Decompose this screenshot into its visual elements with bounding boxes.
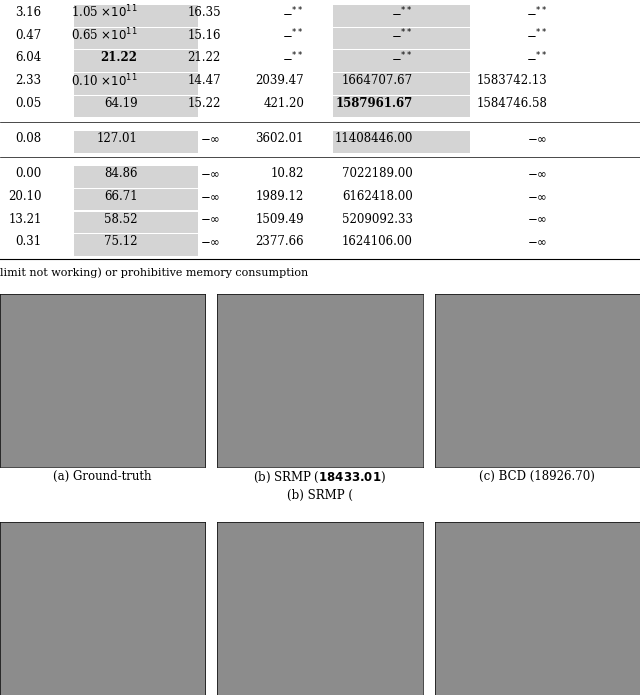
- Text: 15.16: 15.16: [188, 28, 221, 42]
- Text: limit not working) or prohibitive memory consumption: limit not working) or prohibitive memory…: [0, 267, 308, 278]
- Text: 421.20: 421.20: [263, 97, 304, 110]
- Text: $-\infty$: $-\infty$: [527, 132, 547, 145]
- Text: 1587961.67: 1587961.67: [335, 97, 413, 110]
- Text: $-^{**}$: $-^{**}$: [391, 28, 413, 42]
- Text: 75.12: 75.12: [104, 236, 138, 248]
- Text: 6162418.00: 6162418.00: [342, 190, 413, 203]
- X-axis label: (b) SRMP ($\mathbf{18433.01}$): (b) SRMP ($\mathbf{18433.01}$): [253, 470, 387, 484]
- Text: $-^{**}$: $-^{**}$: [282, 28, 304, 42]
- Text: $-\infty$: $-\infty$: [200, 213, 221, 226]
- Text: 5209092.33: 5209092.33: [342, 213, 413, 226]
- Text: 10.82: 10.82: [271, 167, 304, 180]
- X-axis label: (a) Ground-truth: (a) Ground-truth: [53, 470, 152, 482]
- Text: 7022189.00: 7022189.00: [342, 167, 413, 180]
- Text: 58.52: 58.52: [104, 213, 138, 226]
- Text: 0.00: 0.00: [15, 167, 42, 180]
- Bar: [74, 96, 198, 117]
- Text: 0.10 $\times 10^{11}$: 0.10 $\times 10^{11}$: [71, 72, 138, 89]
- Text: 1583742.13: 1583742.13: [476, 74, 547, 87]
- Text: 1989.12: 1989.12: [256, 190, 304, 203]
- Text: 66.71: 66.71: [104, 190, 138, 203]
- Text: 1624106.00: 1624106.00: [342, 236, 413, 248]
- Text: $-\infty$: $-\infty$: [200, 132, 221, 145]
- Text: 13.21: 13.21: [8, 213, 42, 226]
- Bar: [333, 51, 470, 72]
- Text: 20.10: 20.10: [8, 190, 42, 203]
- Text: $-\infty$: $-\infty$: [200, 167, 221, 180]
- Text: 0.31: 0.31: [15, 236, 42, 248]
- Bar: [74, 234, 198, 256]
- Text: 15.22: 15.22: [188, 97, 221, 110]
- Text: 1664707.67: 1664707.67: [342, 74, 413, 87]
- Text: $-\infty$: $-\infty$: [527, 236, 547, 248]
- Text: $-\infty$: $-\infty$: [527, 213, 547, 226]
- Text: 1584746.58: 1584746.58: [476, 97, 547, 110]
- Text: 0.05: 0.05: [15, 97, 42, 110]
- Text: (b) SRMP (: (b) SRMP (: [287, 489, 353, 502]
- Text: 6.04: 6.04: [15, 51, 42, 65]
- Text: 3602.01: 3602.01: [255, 132, 304, 145]
- Text: 1509.49: 1509.49: [255, 213, 304, 226]
- Text: 16.35: 16.35: [187, 6, 221, 19]
- Bar: [333, 28, 470, 49]
- Text: 127.01: 127.01: [97, 132, 138, 145]
- Bar: [74, 5, 198, 26]
- Text: $-^{**}$: $-^{**}$: [391, 51, 413, 65]
- Text: 2039.47: 2039.47: [255, 74, 304, 87]
- Bar: [74, 189, 198, 211]
- Text: 84.86: 84.86: [104, 167, 138, 180]
- Text: 64.19: 64.19: [104, 97, 138, 110]
- Bar: [74, 211, 198, 233]
- Bar: [74, 28, 198, 49]
- Bar: [74, 131, 198, 153]
- Text: $-^{**}$: $-^{**}$: [525, 51, 547, 65]
- Text: $-\infty$: $-\infty$: [200, 190, 221, 203]
- Text: $-^{**}$: $-^{**}$: [282, 6, 304, 19]
- Bar: [333, 73, 470, 95]
- Bar: [74, 166, 198, 188]
- Text: 0.65 $\times 10^{11}$: 0.65 $\times 10^{11}$: [71, 27, 138, 44]
- Text: $-\infty$: $-\infty$: [527, 190, 547, 203]
- Text: 3.16: 3.16: [15, 6, 42, 19]
- X-axis label: (c) BCD (18926.70): (c) BCD (18926.70): [479, 470, 595, 482]
- Bar: [333, 131, 470, 153]
- Text: 0.08: 0.08: [15, 132, 42, 145]
- Bar: [333, 5, 470, 26]
- Text: 21.22: 21.22: [188, 51, 221, 65]
- Bar: [74, 73, 198, 95]
- Text: 0.47: 0.47: [15, 28, 42, 42]
- Text: 14.47: 14.47: [187, 74, 221, 87]
- Text: $-^{**}$: $-^{**}$: [525, 6, 547, 19]
- Text: $-\infty$: $-\infty$: [200, 236, 221, 248]
- Bar: [333, 96, 470, 117]
- Text: 2.33: 2.33: [15, 74, 42, 87]
- Bar: [74, 51, 198, 72]
- Text: 21.22: 21.22: [100, 51, 138, 65]
- Text: $-^{**}$: $-^{**}$: [282, 51, 304, 65]
- Text: $-^{**}$: $-^{**}$: [391, 6, 413, 19]
- Text: $-^{**}$: $-^{**}$: [525, 28, 547, 42]
- Text: 11408446.00: 11408446.00: [335, 132, 413, 145]
- Text: 2377.66: 2377.66: [255, 236, 304, 248]
- Text: 1.05 $\times 10^{11}$: 1.05 $\times 10^{11}$: [71, 4, 138, 21]
- Text: $-\infty$: $-\infty$: [527, 167, 547, 180]
